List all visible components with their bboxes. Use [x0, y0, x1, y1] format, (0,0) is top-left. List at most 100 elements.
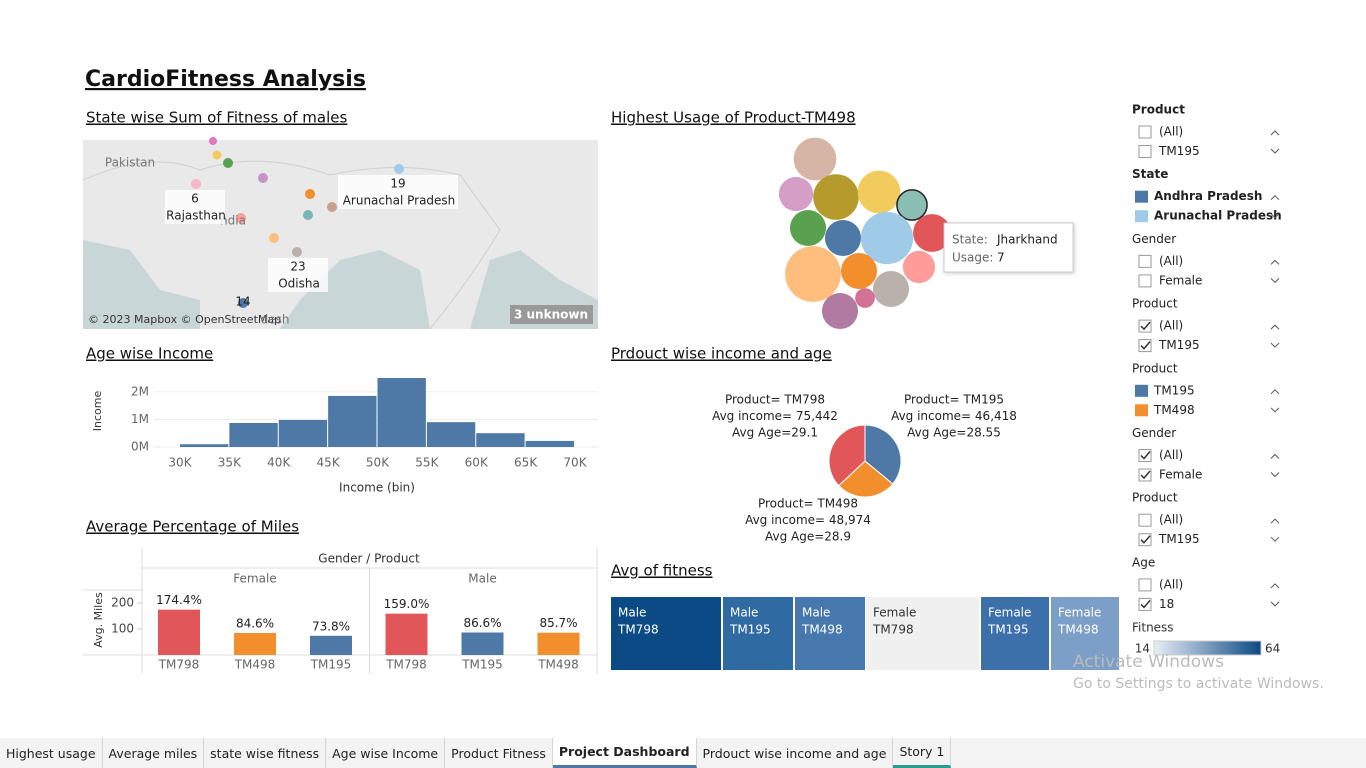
map-dot	[394, 164, 404, 174]
filter-item[interactable]: TM195	[1153, 383, 1195, 397]
bubble	[821, 292, 859, 330]
checkbox[interactable]	[1138, 513, 1152, 527]
scroll-down	[1270, 213, 1280, 219]
sheet-tab[interactable]: Story 1	[893, 738, 952, 768]
filter-item[interactable]: Arunachal Pradesh	[1154, 209, 1282, 223]
bar	[525, 440, 574, 447]
map-border	[82, 160, 501, 330]
legend-swatch	[1135, 210, 1148, 223]
map-attribution: © 2023 Mapbox © OpenStreetMap	[88, 313, 281, 326]
sheet-tab[interactable]: Age wise Income	[326, 738, 446, 768]
y-tick-label: 1M	[131, 412, 149, 426]
map-dot	[292, 247, 302, 257]
filter-title: State	[1132, 167, 1168, 181]
filter-item[interactable]: Female	[1159, 468, 1202, 482]
filter-item[interactable]: (All)	[1159, 448, 1183, 462]
scroll-up	[1270, 389, 1280, 395]
chart-title: Age wise Income	[86, 345, 213, 363]
x-tick-label: 55K	[415, 456, 439, 470]
bar	[537, 632, 580, 655]
sheet-tab[interactable]: Highest usage	[0, 738, 103, 768]
map-place: Pakistan	[105, 156, 155, 170]
unknown-label[interactable]: 3 unknown	[514, 308, 588, 322]
x-tick-label: 70K	[563, 456, 587, 470]
filter-title: Gender	[1132, 426, 1176, 440]
filter-item[interactable]: 18	[1159, 597, 1174, 611]
cell-label: TM195	[987, 623, 1029, 637]
pie-label: Avg income= 46,418	[891, 409, 1017, 423]
x-tick-label: 30K	[168, 456, 192, 470]
unknown-badge[interactable]	[510, 305, 593, 324]
value-label: 84.6%	[236, 617, 274, 631]
filter-item[interactable]: (All)	[1159, 254, 1183, 268]
y-axis-title: Avg. Miles	[92, 592, 105, 648]
sheet-tab[interactable]: Project Dashboard	[552, 738, 697, 768]
map-state: Arunachal Pradesh	[343, 194, 456, 208]
cell-label: TM798	[872, 623, 914, 637]
checkbox[interactable]	[1138, 597, 1152, 611]
checkbox[interactable]	[1138, 125, 1152, 139]
bubble	[813, 174, 859, 220]
sheet-tab[interactable]: Average miles	[103, 738, 205, 768]
bubble	[855, 288, 875, 308]
checkbox[interactable]	[1138, 578, 1152, 592]
checkbox[interactable]	[1138, 145, 1152, 158]
filter-item[interactable]: TM195	[1158, 338, 1200, 352]
checkbox[interactable]	[1138, 533, 1152, 547]
x-tick-label: 60K	[465, 456, 489, 470]
legend-swatch	[1135, 190, 1148, 203]
cell-label: Female	[1058, 606, 1101, 620]
bar	[385, 613, 428, 655]
legend-max: 64	[1265, 642, 1280, 656]
map-state: Odisha	[278, 277, 320, 291]
map-value: 23	[290, 260, 305, 274]
checkbox[interactable]	[1138, 449, 1152, 462]
bar	[476, 433, 525, 447]
filter-item[interactable]: (All)	[1159, 577, 1183, 591]
check	[1140, 535, 1151, 544]
x-tick-label: TM195	[310, 658, 352, 672]
chart-title: Prdouct wise income and age	[611, 345, 832, 363]
sheet-tab[interactable]: Product Fitness	[445, 738, 553, 768]
sheet-tab[interactable]: Prdouct wise income and age	[697, 738, 894, 768]
filter-item[interactable]: (All)	[1159, 319, 1183, 333]
pie-label: Avg Age=28.55	[907, 426, 1001, 440]
filter-item[interactable]: Andhra Pradesh	[1154, 189, 1262, 203]
map-place: ndia	[220, 214, 246, 228]
sheet-tab[interactable]: state wise fitness	[204, 738, 327, 768]
filter-item[interactable]: (All)	[1159, 125, 1183, 139]
cell-label: Male	[618, 606, 646, 620]
legend-swatch	[1135, 404, 1148, 417]
checkbox[interactable]	[1138, 468, 1152, 482]
pie-slice	[864, 424, 902, 485]
checkbox[interactable]	[1138, 254, 1152, 268]
map-value: 14	[235, 295, 250, 309]
pie-label: Product= TM798	[725, 393, 825, 407]
map-dot	[236, 213, 246, 223]
map-dot	[303, 210, 313, 220]
tooltip-value: Jharkhand	[996, 233, 1058, 247]
scroll-up	[1270, 130, 1280, 136]
filter-item[interactable]: (All)	[1159, 513, 1183, 527]
cell-label: TM195	[729, 623, 771, 637]
filter-title: Gender	[1132, 232, 1176, 246]
map-sea	[280, 250, 430, 329]
filter-item[interactable]: TM498	[1153, 403, 1195, 417]
filter-item[interactable]: TM195	[1158, 532, 1200, 546]
x-tick-label: 40K	[267, 456, 291, 470]
legend-title: Fitness	[1132, 621, 1174, 635]
value-label: 174.4%	[156, 593, 202, 607]
checkbox[interactable]	[1138, 339, 1152, 353]
filter-item[interactable]: Female	[1159, 273, 1202, 287]
cell-label: Female	[988, 606, 1031, 620]
checkbox[interactable]	[1138, 319, 1152, 333]
cell-label: TM498	[1057, 623, 1099, 637]
scroll-up	[1270, 453, 1280, 459]
checkbox[interactable]	[1138, 274, 1152, 288]
map-dot	[258, 173, 268, 183]
value-label: 159.0%	[384, 597, 430, 611]
bar	[328, 395, 377, 447]
scroll-up	[1270, 583, 1280, 589]
filter-item[interactable]: TM195	[1158, 144, 1200, 158]
